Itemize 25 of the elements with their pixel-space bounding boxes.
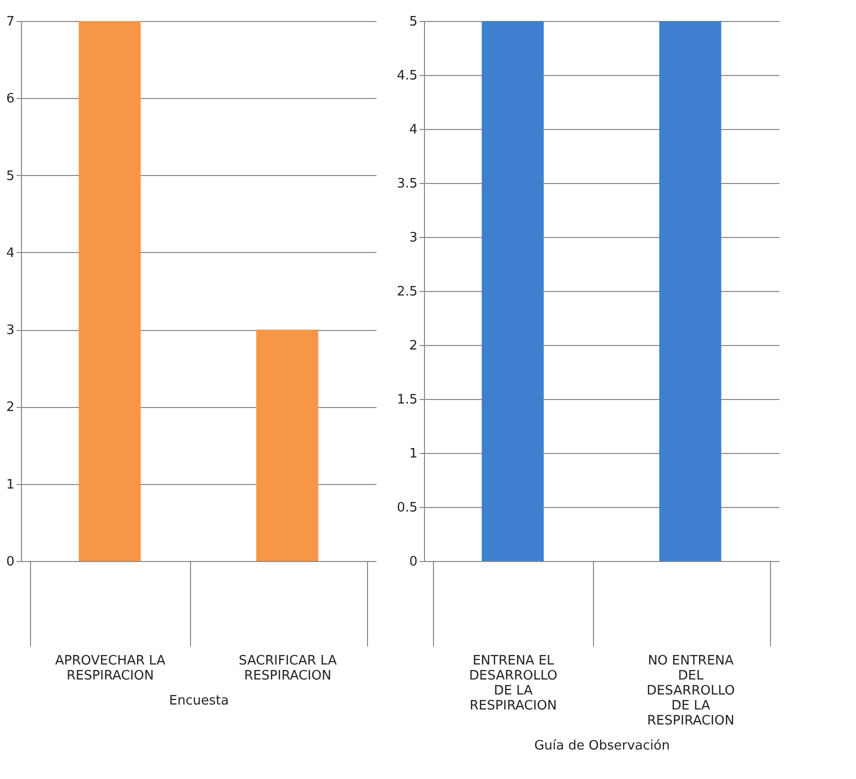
x-axis-title: Guía de Observación bbox=[534, 738, 670, 754]
y-tick-label: 3.5 bbox=[396, 176, 418, 192]
y-tick-label: 4 bbox=[6, 246, 14, 261]
x-tick-label: ENTRENA EL DESARROLLO DE LA RESPIRACION bbox=[469, 654, 558, 714]
y-tick-label: 4.5 bbox=[396, 68, 418, 84]
x-tick-label: NO ENTRENA DEL DESARROLLO DE LA RESPIRACION bbox=[646, 654, 735, 728]
y-tick-label: 3 bbox=[6, 323, 14, 338]
y-tick-label: 2 bbox=[409, 338, 418, 354]
y-tick-label: 6 bbox=[6, 92, 14, 107]
y-tick-label: 1 bbox=[409, 446, 418, 462]
y-tick-label: 0 bbox=[409, 554, 418, 570]
y-tick-label: 4 bbox=[409, 122, 418, 138]
y-tick-label: 5 bbox=[409, 14, 418, 30]
y-tick-label: 3 bbox=[409, 230, 418, 246]
x-tick-label: APROVECHAR LA RESPIRACION bbox=[55, 654, 166, 684]
y-tick-label: 0.5 bbox=[396, 500, 418, 516]
y-tick-label: 5 bbox=[6, 168, 14, 184]
y-tick-label: 2.5 bbox=[396, 284, 418, 300]
y-tick-label: 1.5 bbox=[396, 392, 418, 408]
y-tick-label: 1 bbox=[6, 477, 14, 492]
x-axis-title: Encuesta bbox=[169, 694, 229, 708]
y-tick-label: 2 bbox=[6, 400, 14, 416]
x-tick-label: SACRIFICAR LA RESPIRACION bbox=[238, 654, 337, 684]
y-tick-label: 7 bbox=[6, 14, 14, 30]
y-tick-label: 0 bbox=[6, 554, 14, 570]
